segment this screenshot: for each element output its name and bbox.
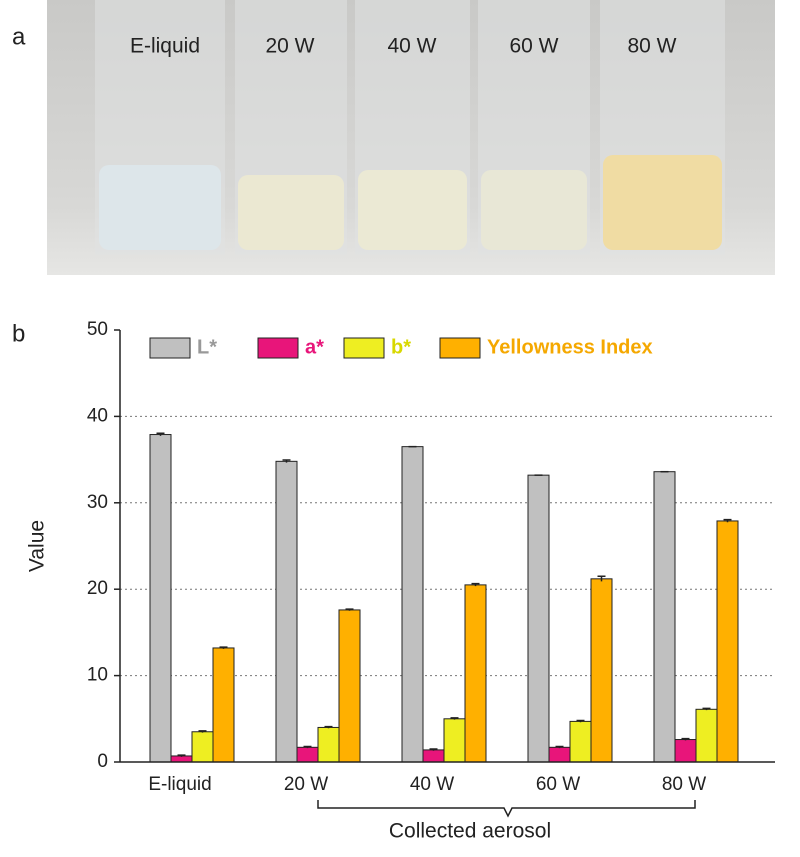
y-tick-label: 40 xyxy=(87,405,108,426)
bar xyxy=(590,578,613,763)
error-bar xyxy=(555,745,564,749)
error-bar xyxy=(597,575,606,582)
error-bar xyxy=(429,748,438,751)
legend-label: L* xyxy=(197,336,217,358)
error-bar xyxy=(177,754,186,757)
legend-swatch xyxy=(149,337,191,359)
bar xyxy=(548,746,571,763)
bar xyxy=(317,726,340,763)
bar xyxy=(695,708,718,763)
bar xyxy=(170,755,193,763)
y-tick-label: 30 xyxy=(87,492,108,513)
y-tick-label: 50 xyxy=(87,319,108,340)
bar xyxy=(443,718,466,763)
bar xyxy=(149,434,172,763)
y-tick-label: 10 xyxy=(87,665,108,686)
annotation: Collected aerosol xyxy=(389,820,551,843)
vial-label: 40 W xyxy=(387,35,436,58)
legend-label: Yellowness Index xyxy=(487,336,653,358)
bar xyxy=(296,746,319,763)
legend-label: b* xyxy=(391,336,411,358)
error-bar xyxy=(681,737,690,741)
legend-label: a* xyxy=(305,336,324,358)
y-tick-label: 20 xyxy=(87,578,108,599)
bar xyxy=(569,720,592,763)
bar xyxy=(401,446,424,763)
error-bar xyxy=(198,730,207,733)
vial-label: 20 W xyxy=(265,35,314,58)
error-bar xyxy=(576,719,585,723)
error-bar xyxy=(702,707,711,711)
legend-swatch xyxy=(439,337,481,359)
bar xyxy=(338,609,361,763)
x-tick-label: 40 W xyxy=(410,774,454,795)
bar xyxy=(653,471,676,763)
bar xyxy=(422,749,445,763)
error-bar xyxy=(156,432,165,436)
error-bar xyxy=(723,518,732,523)
bracket xyxy=(317,800,696,818)
legend-swatch xyxy=(257,337,299,359)
vial-label: E-liquid xyxy=(130,35,200,58)
error-bar xyxy=(345,608,354,611)
x-tick-label: 80 W xyxy=(662,774,706,795)
bar xyxy=(674,739,697,763)
error-bar xyxy=(450,717,459,720)
bar xyxy=(212,647,235,763)
vial-label: 80 W xyxy=(627,35,676,58)
bar xyxy=(527,474,550,763)
bar xyxy=(275,460,298,763)
y-axis-label: Value xyxy=(26,520,49,572)
bar xyxy=(716,520,739,763)
error-bar xyxy=(282,459,291,463)
vials xyxy=(95,0,725,255)
x-tick-label: 60 W xyxy=(536,774,580,795)
bar xyxy=(191,731,214,763)
bar xyxy=(464,584,487,763)
legend-swatch xyxy=(343,337,385,359)
error-bar xyxy=(324,725,333,729)
y-tick-label: 0 xyxy=(97,751,108,772)
error-bar xyxy=(219,646,228,649)
panel-label: a xyxy=(12,23,26,50)
error-bar xyxy=(471,582,480,587)
panel-label: b xyxy=(12,320,25,347)
x-tick-label: 20 W xyxy=(284,774,328,795)
vial-label: 60 W xyxy=(509,35,558,58)
x-tick-label: E-liquid xyxy=(148,774,211,795)
error-bar xyxy=(303,745,312,749)
